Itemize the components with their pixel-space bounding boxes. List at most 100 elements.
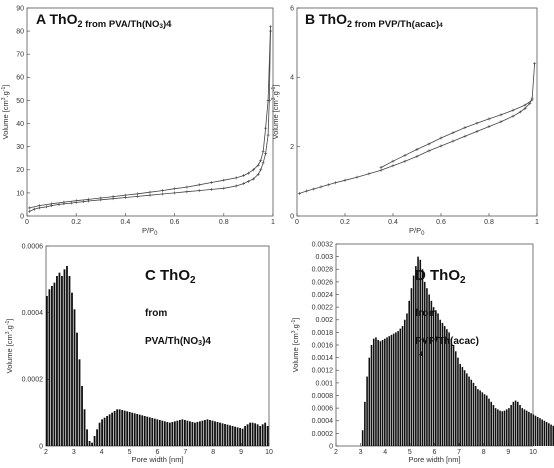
histogram-bar — [143, 416, 146, 446]
series-point — [261, 161, 265, 165]
panel-a: 0 0.2 0.4 0.6 0.8 10102030405060708090P/P0Vol… — [1, 5, 275, 237]
y-tick-label: 0.001 — [315, 380, 333, 387]
series-point — [148, 190, 152, 194]
histogram-bar — [408, 300, 410, 446]
histogram-bar — [194, 422, 196, 446]
y-tick-label: 0.0006 — [312, 406, 334, 413]
histogram-bar — [206, 419, 209, 446]
panel-subtitle-precursor: PVP/Th(acac) — [415, 336, 479, 347]
histogram-bar — [406, 313, 408, 446]
histogram-bar — [519, 404, 521, 446]
histogram-bar — [548, 423, 550, 446]
series-line-2 — [29, 26, 271, 209]
panel-c: 2 3 4 5 6 7 8 9 10 0 0.0002 0.0004 0.0006 Pore width … — [5, 243, 273, 464]
histogram-bar — [499, 410, 501, 446]
y-tick-label: 0 — [290, 213, 294, 220]
histogram-bar — [390, 334, 393, 446]
series-point — [222, 186, 226, 190]
x-tick-label: 0 — [25, 219, 29, 226]
series-point — [487, 117, 491, 121]
histogram-bar — [224, 424, 226, 446]
histogram-bar — [266, 426, 269, 446]
histogram-bar — [536, 416, 539, 446]
x-tick-label: 0.4 — [388, 219, 398, 226]
histogram-bar — [361, 430, 364, 446]
series-point — [403, 153, 407, 157]
x-tick-label: 4 — [383, 449, 387, 456]
x-tick-label: 7 — [457, 449, 461, 456]
series-point — [427, 142, 431, 146]
series-point — [305, 189, 309, 193]
histogram-bar — [426, 288, 428, 446]
series-point — [326, 183, 330, 187]
histogram-bar — [366, 376, 368, 446]
series-point — [415, 147, 419, 151]
panel-subtitle-index: 4 — [419, 352, 423, 358]
x-tick-label: 6 — [433, 449, 437, 456]
histogram-bar — [423, 281, 426, 447]
histogram-bar — [466, 373, 468, 446]
histogram-bar — [410, 288, 413, 446]
series-point — [266, 133, 270, 137]
series-point — [173, 187, 177, 191]
histogram-bar — [204, 420, 206, 446]
x-tick-label: 0.2 — [71, 219, 81, 226]
histogram-bar — [158, 420, 161, 446]
histogram-bar — [113, 411, 116, 446]
histogram-bar — [434, 310, 437, 446]
series-point — [511, 114, 515, 118]
histogram-bar — [443, 326, 446, 446]
histogram-bar — [503, 410, 506, 446]
histogram-bar — [234, 426, 236, 446]
series-point — [123, 193, 127, 197]
histogram-bar — [148, 417, 151, 446]
y-tick-label: 80 — [16, 29, 24, 36]
histogram-bar — [501, 411, 504, 446]
histogram-bar — [261, 424, 264, 446]
y-tick-label: 0.0004 — [312, 418, 334, 425]
histogram-bar — [457, 357, 459, 447]
histogram-bar — [216, 422, 219, 446]
series-point — [69, 201, 73, 205]
series-point — [37, 204, 41, 208]
histogram-bar — [446, 329, 448, 446]
histogram-bar — [171, 422, 174, 446]
histogram-bar — [470, 379, 473, 446]
series-point — [160, 189, 164, 193]
histogram-bar — [76, 332, 78, 446]
histogram-bar — [523, 409, 526, 446]
x-tick-label: 1 — [271, 219, 275, 226]
series-point — [27, 209, 31, 213]
x-axis-label: P/P0 — [409, 226, 425, 237]
histogram-bar — [183, 420, 186, 446]
x-tick-label: 3 — [72, 449, 76, 456]
series-point — [451, 139, 455, 143]
y-tick-label: 0.0028 — [312, 267, 334, 274]
x-axis-label: P/P0 — [142, 226, 158, 237]
series-point — [160, 192, 164, 196]
series-point — [475, 129, 479, 133]
series-point — [439, 136, 443, 140]
y-tick-label: 0.0006 — [22, 243, 44, 250]
histogram-bar — [51, 286, 53, 446]
histogram-bar — [510, 404, 512, 446]
series-point — [403, 159, 407, 163]
histogram-bar — [53, 282, 56, 446]
histogram-bar — [166, 422, 169, 446]
y-tick-label: 6 — [290, 5, 294, 12]
series-point — [379, 168, 383, 172]
x-tick-label: 10 — [265, 449, 273, 456]
histogram-bar — [368, 357, 371, 447]
panel-title: A ThO2 from PVA/Th(NO3)4 — [36, 11, 172, 30]
histogram-bar — [441, 322, 444, 446]
histogram-bar — [550, 424, 552, 446]
histogram-bar — [46, 296, 48, 446]
series-point — [343, 178, 347, 182]
y-tick-label: 0.0008 — [312, 393, 334, 400]
series-point — [241, 182, 245, 186]
series-point — [99, 196, 103, 200]
histogram-bar — [221, 423, 224, 446]
y-tick-label: 0.003 — [315, 254, 333, 261]
panel-title: D ThO2 — [415, 267, 466, 286]
